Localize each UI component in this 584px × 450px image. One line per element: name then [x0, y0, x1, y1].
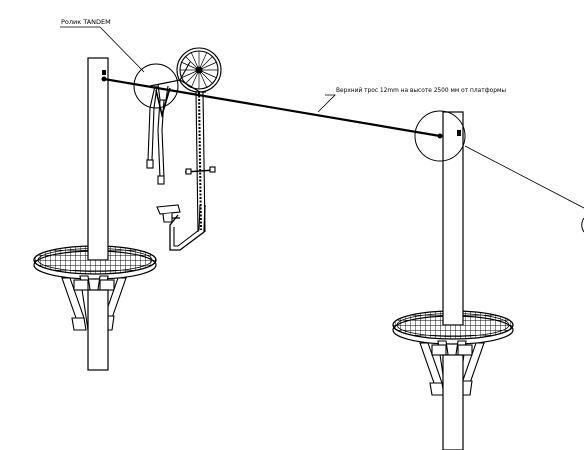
detail-circle-roller — [133, 63, 179, 109]
leader-lines — [60, 26, 584, 209]
left-post — [87, 57, 109, 261]
roller-label: Ролик TANDEM — [61, 18, 111, 26]
lanyard-straps — [146, 85, 171, 185]
upper-cable — [103, 77, 441, 138]
right-post — [442, 111, 464, 326]
detail-circle-anchor — [414, 110, 466, 162]
hanging-seat — [156, 91, 216, 251]
left-post-assembly — [33, 57, 157, 371]
right-post-assembly — [392, 111, 514, 450]
cable-label: Верхний трос 12mm на высоте 2500 мм от п… — [336, 87, 506, 94]
